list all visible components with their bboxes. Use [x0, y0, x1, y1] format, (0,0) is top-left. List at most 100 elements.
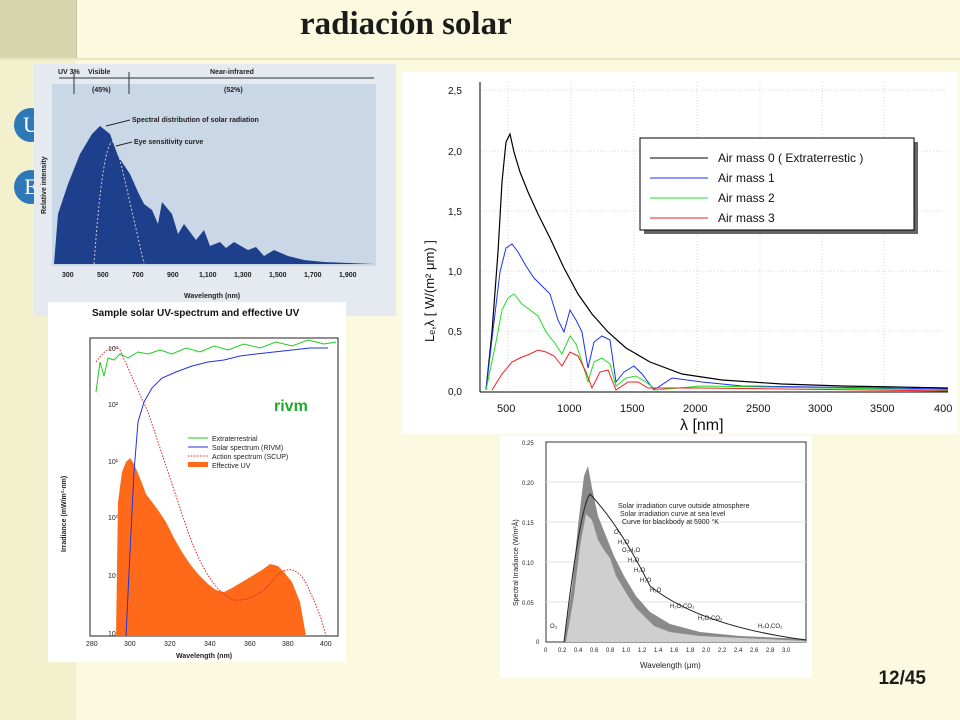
fig4-absorber-8: H₂O,CO₂ [670, 604, 695, 610]
fig4-legend-sealevel: Solar irradiation curve at sea level [620, 511, 726, 518]
fig4-absorber-5: H₂O [634, 568, 646, 574]
fig4-xtick-0.2: 0.2 [558, 648, 567, 654]
fig3-xtick-1000: 1000 [557, 403, 581, 415]
fig3-ytick-2.0: 2,0 [448, 147, 462, 158]
corner-decoration [0, 0, 77, 58]
fig1-tick-1700: 1,700 [304, 272, 322, 279]
fig4-xtick-3.0: 3.0 [782, 648, 791, 654]
eye-sensitivity-curve [93, 141, 145, 265]
fig4-ytick-0: 0 [536, 640, 540, 646]
figure-solar-spectrum-visible: UV 3% Visible (45%) Near-infrared (52%) … [34, 64, 396, 316]
fig1-tick-1100: 1,100 [199, 272, 217, 279]
fig1-tick-700: 700 [132, 272, 144, 279]
fig2-ytick-1: 10¹ [108, 459, 119, 466]
fig4-xtick-1.0: 1.0 [622, 648, 631, 654]
fig3-ytick-1.5: 1,5 [448, 207, 462, 218]
spectrum-area [54, 126, 374, 264]
fig2-xtick-340: 340 [204, 641, 216, 648]
fig3-legend-am3: Air mass 3 [718, 211, 775, 225]
fig4-ytick-0.10: 0.10 [522, 561, 534, 567]
fig2-xtick-360: 360 [244, 641, 256, 648]
fig3-xtick-2500: 2500 [746, 403, 770, 415]
fig4-ylabel: Spectral Irradiance (W/m²Å) [511, 519, 520, 606]
fig1-tick-1500: 1,500 [269, 272, 287, 279]
band-visible: Visible [88, 69, 111, 76]
fig3-ytick-0.0: 0,0 [448, 387, 462, 398]
fig2-ytick-m2: 10⁻² [108, 631, 122, 638]
fig2-xtick-400: 400 [320, 641, 332, 648]
fig4-xtick-2.0: 2.0 [702, 648, 711, 654]
effective-uv-area [116, 458, 306, 636]
fig1-ylabel: Relative intensity [41, 156, 48, 214]
fig2-xtick-380: 380 [282, 641, 294, 648]
fig4-absorber-7: H₂O [650, 588, 662, 594]
fig2-xtick-300: 300 [124, 641, 136, 648]
band-visible-pct: (45%) [92, 87, 111, 94]
band-uv: UV 3% [58, 69, 81, 76]
blackbody-curve [563, 493, 807, 643]
fig3-xtick-1500: 1500 [620, 403, 644, 415]
fig4-xtick-1.8: 1.8 [686, 648, 695, 654]
fig4-xtick-1.6: 1.6 [670, 648, 679, 654]
fig2-ytick-2: 10² [108, 402, 119, 409]
fig2-ylabel: Irradiance (mW/m²·nm) [61, 476, 68, 552]
fig3-legend-am0: Air mass 0 ( Extraterrestic ) [718, 151, 863, 165]
fig2-legend-extra: Extraterrestrial [212, 436, 258, 443]
fig4-absorber-10: H₂O,CO₂ [758, 624, 783, 630]
rivm-logo: rivm [274, 398, 308, 415]
air-mass-1-line [485, 243, 949, 391]
fig2-xtick-320: 320 [164, 641, 176, 648]
air-mass-3-line [491, 349, 949, 392]
fig2-xlabel: Wavelength (nm) [176, 653, 232, 660]
fig3-xtick-2000: 2000 [683, 403, 707, 415]
fig3-xtick-3000: 3000 [808, 403, 832, 415]
fig3-ytick-1.0: 1,0 [448, 267, 462, 278]
fig2-ytick-m1: 10⁻¹ [108, 573, 122, 580]
fig2-ytick-3: 10³ [108, 346, 119, 353]
fig4-absorber-4: H₂O [628, 558, 640, 564]
curve-label-eye: Eye sensitivity curve [134, 139, 203, 146]
air-mass-2-line [485, 293, 949, 391]
fig2-title: Sample solar UV-spectrum and effective U… [92, 308, 300, 319]
fig3-xtick-4000: 400 [934, 403, 952, 415]
fig1-tick-1900: 1,900 [339, 272, 357, 279]
fig3-ytick-0.5: 0,5 [448, 327, 462, 338]
fig3-xtick-3500: 3500 [870, 403, 894, 415]
figure-spectral-irradiance: Spectral Irradiance (W/m²Å) 0.25 0.2 0 0.… [500, 436, 812, 678]
fig4-ytick-0.15: 0.15 [522, 521, 534, 527]
figure-air-mass: 2,5 2,0 1,5 1,0 0,5 0,0 Lₑ,λ [ W/(m² μm)… [402, 72, 958, 434]
irradiance-sea-level-area [566, 514, 806, 642]
fig3-legend-am1: Air mass 1 [718, 171, 775, 185]
fig1-tick-1300: 1,300 [234, 272, 252, 279]
fig3-xlabel: λ [nm] [680, 417, 724, 434]
fig2-xtick-280: 280 [86, 641, 98, 648]
fig1-tick-300: 300 [62, 272, 74, 279]
fig4-xtick-2.2: 2.2 [718, 648, 727, 654]
curve-label-spectral: Spectral distribution of solar radiation [132, 117, 259, 124]
fig2-legend-action: Action spectrum (SCUP) [212, 454, 288, 461]
fig4-absorber-11: O₃ [550, 624, 558, 630]
fig4-legend-blackbody: Curve for blackbody at 5900 °K [622, 518, 719, 526]
fig4-ytick-0.05: 0.05 [522, 601, 534, 607]
fig4-absorber-3: O₂H₂O [622, 548, 641, 554]
fig4-xtick-0.4: 0.4 [574, 648, 583, 654]
title-divider [0, 58, 960, 60]
fig4-absorber-9: H₂O,CO₂ [698, 616, 723, 622]
fig4-ytick-0.25: 0.25 [522, 441, 534, 447]
fig2-ytick-0: 10⁰ [108, 514, 119, 522]
fig3-legend-box [639, 137, 915, 231]
solar-spectrum-line [125, 347, 328, 637]
fig4-xtick-2.8: 2.8 [766, 648, 775, 654]
fig4-xtick-2.6: 2.6 [750, 648, 759, 654]
fig3-ytick-2.5: 2,5 [448, 86, 462, 97]
slide-title: radiación solar [300, 6, 512, 42]
fig4-legend-outside: Solar irradiation curve outside atmosphe… [618, 503, 750, 510]
fig4-xtick-1.4: 1.4 [654, 648, 663, 654]
fig4-xtick-0: 0 [544, 648, 548, 654]
fig4-absorber-2: H₂O [618, 540, 630, 546]
figure-uv-spectrum: Sample solar UV-spectrum and effective U… [48, 302, 346, 662]
fig4-xtick-0.8: 0.8 [606, 648, 615, 654]
page-number: 12/45 [878, 668, 926, 689]
fig2-legend-solar: Solar spectrum (RIVM) [212, 445, 283, 452]
fig3-xtick-500: 500 [497, 403, 515, 415]
